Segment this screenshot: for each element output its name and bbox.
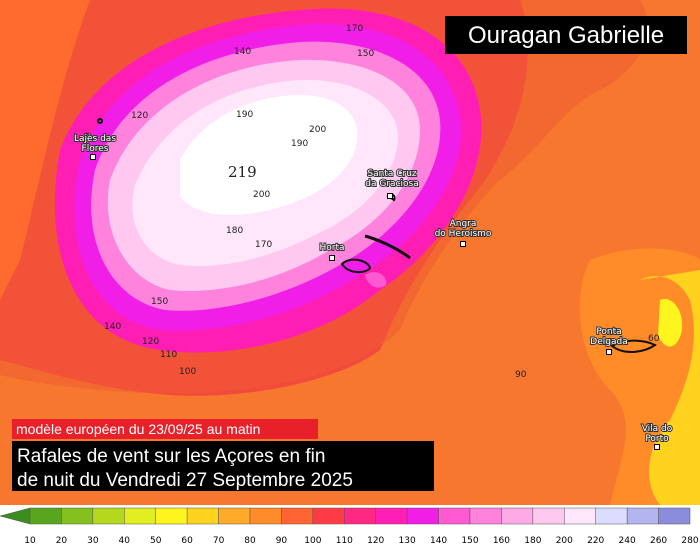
place-name: Porto bbox=[645, 434, 669, 444]
legend-swatch bbox=[564, 507, 596, 525]
legend-tick-label: 240 bbox=[619, 536, 636, 546]
contour-label: 170 bbox=[346, 24, 363, 34]
model-note: modèle européen du 23/09/25 au matin bbox=[16, 421, 260, 437]
contour-label: 120 bbox=[131, 111, 148, 121]
legend-tick-label: 120 bbox=[367, 536, 384, 546]
legend-swatch bbox=[344, 507, 376, 525]
legend: 10 20 30 40 50 60 70 80 90 100 110 120 130 140 150 160 1… bbox=[0, 507, 699, 546]
legend-swatch bbox=[375, 507, 408, 525]
caption-box bbox=[12, 441, 434, 491]
contour-label: 150 bbox=[151, 297, 168, 307]
legend-swatch bbox=[469, 507, 502, 525]
place-name: Lajès das bbox=[74, 133, 116, 144]
legend-tick-label: 200 bbox=[556, 536, 573, 546]
contour-label: 200 bbox=[309, 125, 326, 135]
contour-label: 90 bbox=[515, 370, 527, 380]
title: Ouragan Gabrielle bbox=[468, 22, 664, 49]
contour-label: 110 bbox=[160, 350, 177, 360]
place-name: do Heroismo bbox=[435, 229, 492, 239]
contour-label: 140 bbox=[234, 47, 251, 57]
legend-tick-label: 140 bbox=[430, 536, 447, 546]
legend-swatch bbox=[438, 507, 471, 525]
legend-tick-label: 80 bbox=[244, 536, 256, 546]
legend-swatch bbox=[124, 507, 156, 525]
legend-swatch bbox=[501, 507, 534, 525]
legend-swatch bbox=[92, 507, 125, 525]
contour-label: 140 bbox=[104, 322, 121, 332]
place-name: Angra bbox=[450, 219, 477, 229]
contour-label: 150 bbox=[357, 49, 374, 59]
place-name: Delgada bbox=[590, 337, 627, 347]
legend-tick-label: 160 bbox=[493, 536, 510, 546]
legend-tick-label: 10 bbox=[24, 536, 36, 546]
legend-swatch bbox=[61, 507, 94, 525]
contour-label: 180 bbox=[226, 226, 243, 236]
legend-tick-label: 40 bbox=[119, 536, 131, 546]
legend-tick-label: 100 bbox=[304, 536, 321, 546]
contour-label: 170 bbox=[255, 240, 272, 250]
legend-swatch bbox=[312, 507, 345, 525]
legend-swatch bbox=[658, 507, 691, 525]
legend-tick-label: 280 bbox=[681, 536, 698, 546]
legend-tick-label: 110 bbox=[336, 536, 353, 546]
legend-tick-label: 220 bbox=[587, 536, 604, 546]
legend-swatch bbox=[249, 507, 282, 525]
legend-tick-label: 130 bbox=[399, 536, 416, 546]
contour-label: 100 bbox=[179, 367, 196, 377]
legend-tick-label: 150 bbox=[461, 536, 478, 546]
contour-label: 120 bbox=[142, 337, 159, 347]
place-marker bbox=[329, 255, 335, 261]
legend-swatch bbox=[281, 507, 314, 525]
place-marker bbox=[654, 444, 660, 450]
place-name: da Graciosa bbox=[365, 179, 418, 189]
legend-swatch bbox=[155, 507, 188, 525]
contour-label: 219 bbox=[228, 163, 257, 181]
legend-tick-label: 50 bbox=[150, 536, 162, 546]
place-marker bbox=[387, 193, 393, 199]
map-field bbox=[0, 0, 700, 505]
legend-swatch bbox=[595, 507, 628, 525]
legend-tick-label: 90 bbox=[276, 536, 288, 546]
model-note-box bbox=[12, 419, 318, 439]
contour-label: 190 bbox=[291, 139, 308, 149]
legend-swatch bbox=[186, 507, 219, 525]
caption-line: de nuit du Vendredi 27 Septembre 2025 bbox=[17, 470, 353, 491]
contour-labels: 170 150 140 120 190 200 190 219 200 180 … bbox=[104, 24, 660, 380]
legend-tick-label: 20 bbox=[56, 536, 68, 546]
legend-tick-label: 260 bbox=[650, 536, 667, 546]
legend-tick-label: 30 bbox=[87, 536, 99, 546]
legend-swatch bbox=[29, 507, 62, 525]
legend-swatch bbox=[406, 507, 439, 525]
contour-label: 190 bbox=[236, 110, 253, 120]
title-box bbox=[445, 16, 687, 54]
place-name: Ponta bbox=[596, 327, 621, 337]
legend-swatch bbox=[626, 507, 659, 525]
place-name: Flores bbox=[82, 144, 109, 154]
place-name: Santa Cruz bbox=[367, 169, 417, 179]
legend-tick-label: 70 bbox=[213, 536, 225, 546]
legend-swatch bbox=[532, 507, 565, 525]
legend-swatch bbox=[218, 507, 251, 525]
place-marker bbox=[460, 241, 466, 247]
legend-tick-label: 180 bbox=[524, 536, 541, 546]
legend-tick-label: 60 bbox=[181, 536, 193, 546]
place-name: Horta bbox=[319, 243, 344, 253]
place-marker bbox=[606, 349, 612, 355]
contour-label: 60 bbox=[648, 334, 660, 344]
place-name: Vila do bbox=[642, 424, 673, 434]
place-marker bbox=[90, 154, 96, 160]
contour-label: 200 bbox=[253, 190, 270, 200]
caption-line: Rafales de vent sur les Açores en fin bbox=[17, 446, 325, 467]
